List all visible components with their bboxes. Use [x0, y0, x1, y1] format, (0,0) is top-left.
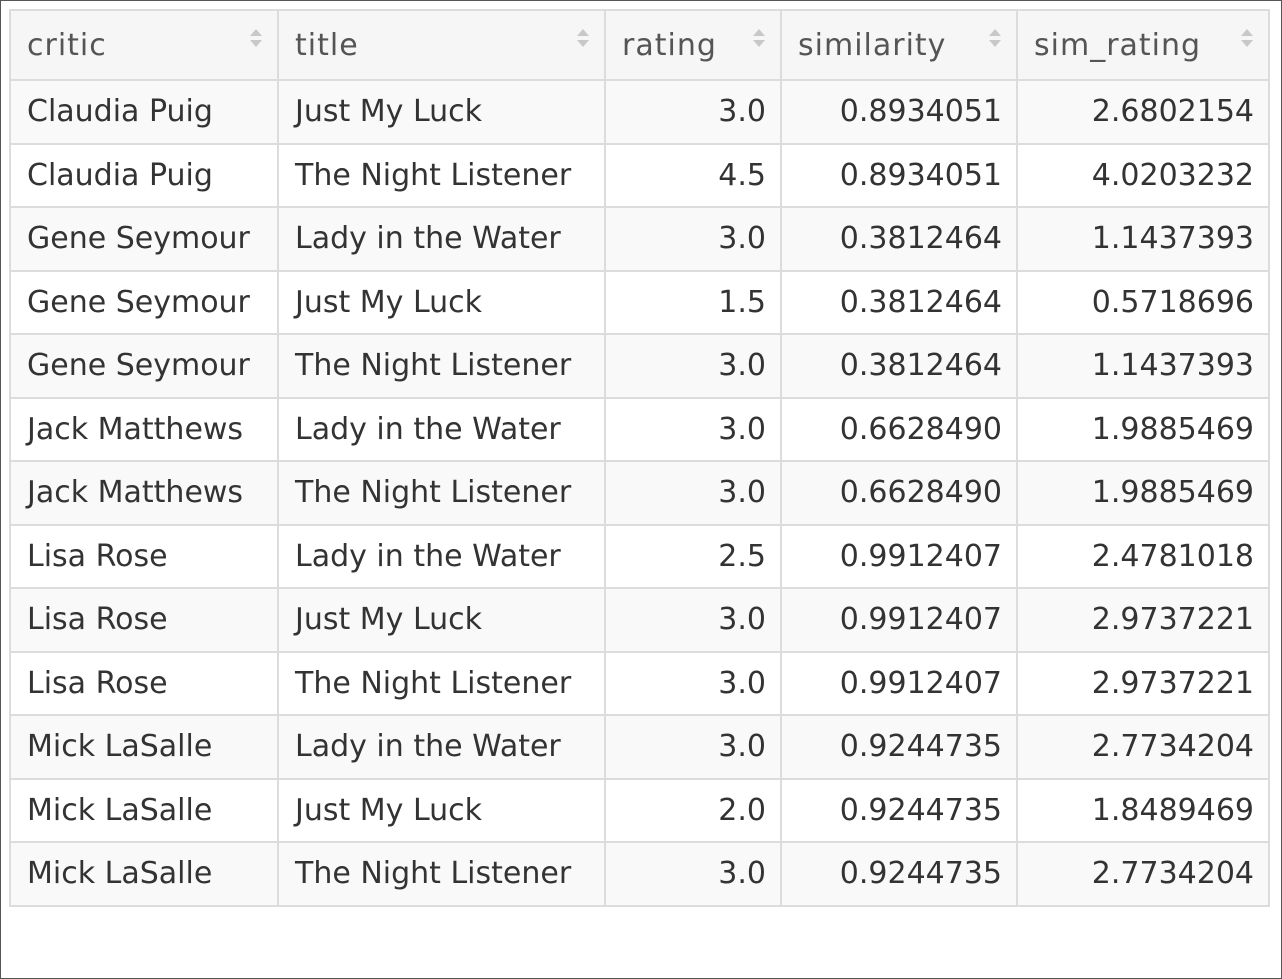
table-row: Jack Matthews The Night Listener 3.0 0.6628… [9, 460, 1270, 526]
cell-similarity: 0.8934051 [780, 79, 1018, 145]
cell-title: Just My Luck [277, 777, 606, 843]
cell-rating: 3.0 [604, 333, 782, 399]
cell-title: Lady in the Water [277, 714, 606, 780]
cell-similarity: 0.3812464 [780, 269, 1018, 335]
cell-title: Lady in the Water [277, 523, 606, 589]
column-header-similarity[interactable]: similarity [780, 9, 1018, 81]
cell-similarity: 0.9244735 [780, 841, 1018, 907]
cell-critic: Mick LaSalle [9, 777, 279, 843]
cell-similarity: 0.6628490 [780, 460, 1018, 526]
table-row: Gene Seymour Lady in the Water 3.0 0.381246… [9, 206, 1270, 272]
table-row: Lisa Rose The Night Listener 3.0 0.9912407 2… [9, 650, 1270, 716]
table-row: Gene Seymour The Night Listener 3.0 0.38124… [9, 333, 1270, 399]
table-row: Mick LaSalle The Night Listener 3.0 0.92447… [9, 841, 1270, 907]
cell-sim-rating: 1.1437393 [1016, 333, 1270, 399]
cell-similarity: 0.9244735 [780, 714, 1018, 780]
cell-title: The Night Listener [277, 460, 606, 526]
cell-title: The Night Listener [277, 333, 606, 399]
cell-rating: 3.0 [604, 396, 782, 462]
cell-critic: Lisa Rose [9, 587, 279, 653]
sort-icon[interactable] [249, 29, 263, 51]
table-row: Claudia Puig The Night Listener 4.5 0.89340… [9, 142, 1270, 208]
cell-similarity: 0.9912407 [780, 587, 1018, 653]
column-header-label: title [295, 27, 359, 63]
column-header-label: similarity [798, 27, 947, 63]
table-body: Claudia Puig Just My Luck 3.0 0.8934051 2.68… [9, 79, 1270, 907]
cell-sim-rating: 4.0203232 [1016, 142, 1270, 208]
cell-rating: 3.0 [604, 587, 782, 653]
cell-rating: 4.5 [604, 142, 782, 208]
cell-sim-rating: 2.4781018 [1016, 523, 1270, 589]
cell-critic: Jack Matthews [9, 396, 279, 462]
table-row: Mick LaSalle Lady in the Water 3.0 0.924473… [9, 714, 1270, 780]
cell-critic: Mick LaSalle [9, 714, 279, 780]
column-header-sim-rating[interactable]: sim_rating [1016, 9, 1270, 81]
cell-critic: Gene Seymour [9, 206, 279, 272]
sort-icon[interactable] [752, 29, 766, 51]
cell-sim-rating: 1.9885469 [1016, 460, 1270, 526]
cell-critic: Claudia Puig [9, 142, 279, 208]
table-row: Lisa Rose Lady in the Water 2.5 0.9912407 2.… [9, 523, 1270, 589]
cell-rating: 1.5 [604, 269, 782, 335]
table-header: critic title rating similarity sim_ratin… [9, 9, 1270, 81]
cell-similarity: 0.3812464 [780, 206, 1018, 272]
sort-icon[interactable] [576, 29, 590, 51]
cell-critic: Gene Seymour [9, 269, 279, 335]
cell-similarity: 0.3812464 [780, 333, 1018, 399]
cell-title: Just My Luck [277, 587, 606, 653]
column-header-rating[interactable]: rating [604, 9, 782, 81]
cell-similarity: 0.9244735 [780, 777, 1018, 843]
sort-icon[interactable] [988, 29, 1002, 51]
cell-title: Lady in the Water [277, 396, 606, 462]
cell-rating: 3.0 [604, 79, 782, 145]
cell-sim-rating: 2.9737221 [1016, 650, 1270, 716]
cell-sim-rating: 2.6802154 [1016, 79, 1270, 145]
cell-rating: 3.0 [604, 206, 782, 272]
cell-rating: 3.0 [604, 650, 782, 716]
column-header-label: rating [622, 27, 717, 63]
cell-title: Just My Luck [277, 79, 606, 145]
cell-rating: 2.5 [604, 523, 782, 589]
cell-rating: 3.0 [604, 460, 782, 526]
table-row: Claudia Puig Just My Luck 3.0 0.8934051 2.68… [9, 79, 1270, 145]
cell-similarity: 0.8934051 [780, 142, 1018, 208]
cell-rating: 2.0 [604, 777, 782, 843]
sort-icon[interactable] [1240, 29, 1254, 51]
cell-critic: Lisa Rose [9, 650, 279, 716]
cell-rating: 3.0 [604, 714, 782, 780]
cell-sim-rating: 1.9885469 [1016, 396, 1270, 462]
table-row: Mick LaSalle Just My Luck 2.0 0.9244735 1.84… [9, 777, 1270, 843]
cell-similarity: 0.9912407 [780, 650, 1018, 716]
table-row: Jack Matthews Lady in the Water 3.0 0.66284… [9, 396, 1270, 462]
cell-title: The Night Listener [277, 650, 606, 716]
column-header-label: critic [27, 27, 107, 63]
table-row: Gene Seymour Just My Luck 1.5 0.3812464 0.57… [9, 269, 1270, 335]
cell-rating: 3.0 [604, 841, 782, 907]
cell-sim-rating: 1.8489469 [1016, 777, 1270, 843]
cell-sim-rating: 1.1437393 [1016, 206, 1270, 272]
cell-title: The Night Listener [277, 841, 606, 907]
column-header-title[interactable]: title [277, 9, 606, 81]
cell-title: The Night Listener [277, 142, 606, 208]
table-row: Lisa Rose Just My Luck 3.0 0.9912407 2.97372… [9, 587, 1270, 653]
cell-title: Lady in the Water [277, 206, 606, 272]
cell-sim-rating: 2.9737221 [1016, 587, 1270, 653]
cell-critic: Gene Seymour [9, 333, 279, 399]
column-header-critic[interactable]: critic [9, 9, 279, 81]
cell-critic: Mick LaSalle [9, 841, 279, 907]
cell-similarity: 0.6628490 [780, 396, 1018, 462]
cell-critic: Jack Matthews [9, 460, 279, 526]
header-row: critic title rating similarity sim_ratin… [9, 9, 1270, 81]
cell-title: Just My Luck [277, 269, 606, 335]
data-table: critic title rating similarity sim_ratin… [9, 9, 1270, 907]
cell-sim-rating: 0.5718696 [1016, 269, 1270, 335]
cell-similarity: 0.9912407 [780, 523, 1018, 589]
cell-sim-rating: 2.7734204 [1016, 841, 1270, 907]
column-header-label: sim_rating [1034, 27, 1202, 63]
cell-critic: Lisa Rose [9, 523, 279, 589]
cell-critic: Claudia Puig [9, 79, 279, 145]
cell-sim-rating: 2.7734204 [1016, 714, 1270, 780]
